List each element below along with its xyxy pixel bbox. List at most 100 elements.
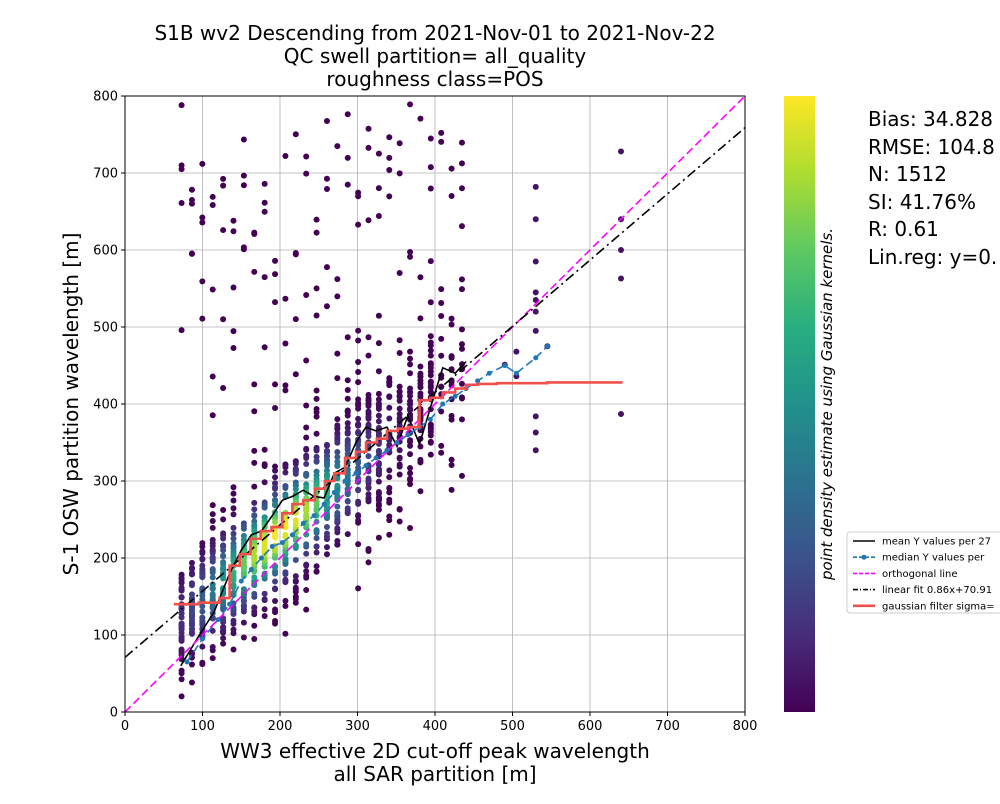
scatter-point [303,461,310,468]
scatter-point [396,269,403,276]
x-tick-label: 400 [423,719,448,734]
scatter-point [261,180,268,187]
scatter-point [272,502,279,509]
scatter-point [355,379,362,386]
series-line [180,361,467,667]
scatter-point [261,446,268,453]
scatter-point [220,547,227,554]
y-tick-label: 700 [93,167,118,182]
scatter-point [375,447,382,454]
x-tick-label: 300 [345,719,370,734]
scatter-point [261,479,268,486]
scatter-point [532,258,539,265]
scatter-point [178,676,185,683]
scatter-point [375,405,382,412]
scatter-point [292,542,299,549]
scatter-point [344,446,351,453]
scatter-point [375,390,382,397]
scatter-point [282,152,289,159]
series-marker [279,540,285,546]
series-marker [384,447,390,453]
scatter-point [209,644,216,651]
scatter-point [199,596,206,603]
scatter-point [220,635,227,642]
scatter-point [427,185,434,192]
scatter-point [303,550,310,557]
scatter-point [178,327,185,334]
scatter-point [396,461,403,468]
scatter-point [396,471,403,478]
scatter-point [427,352,434,359]
scatter-point [230,497,237,504]
series-marker [331,490,337,496]
scatter-point [199,278,206,285]
scatter-point [230,530,237,537]
scatter-point [303,291,310,298]
scatter-point [292,470,299,477]
scatter-point [427,384,434,391]
y-tick-label: 500 [93,321,118,336]
scatter-point [427,299,434,306]
scatter-point [334,493,341,500]
scatter-point [209,574,216,581]
scatter-point [251,512,258,519]
scatter-point [240,559,247,566]
scatter-point [230,505,237,512]
scatter-point [178,646,185,653]
scatter-point [292,486,299,493]
scatter-point [220,516,227,523]
scatter-point [313,563,320,570]
legend-label: median Y values per [882,553,985,564]
scatter-point [199,608,206,615]
scatter-point [334,503,341,510]
scatter-point [323,175,330,182]
series-marker [238,578,244,584]
scatter-point [344,505,351,512]
scatter-point [375,396,382,403]
scatter-point [272,618,279,625]
scatter-point [261,344,268,351]
scatter-point [303,507,310,514]
scatter-point [458,341,465,348]
scatter-point [355,358,362,365]
scatter-point [323,530,330,537]
scatter-point [355,442,362,449]
series-marker [269,543,275,549]
scatter-point [230,589,237,596]
scatter-point [407,355,414,362]
scatter-point [427,389,434,396]
scatter-point [188,571,195,578]
scatter-point [427,347,434,354]
scatter-point [532,308,539,315]
scatter-point [448,321,455,328]
scatter-point [396,383,403,390]
scatter-point [230,484,237,491]
scatter-point [417,274,424,281]
scatter-point [323,185,330,192]
scatter-point [240,619,247,626]
scatter-point [272,598,279,605]
scatter-point [282,597,289,604]
scatter-point [240,634,247,641]
scatter-point [448,456,455,463]
y-tick-label: 200 [93,552,118,567]
scatter-point [375,150,382,157]
scatter-point [334,525,341,532]
scatter-point [365,408,372,415]
scatter-point [292,460,299,467]
scatter-point [355,422,362,429]
scatter-point [178,620,185,627]
scatter-point [303,357,310,364]
x-tick-label: 700 [655,719,680,734]
scatter-point [458,223,465,230]
scatter-point [251,499,258,506]
scatter-point [458,361,465,368]
scatter-point [251,447,258,454]
scatter-point [230,626,237,633]
colorbar [784,96,815,712]
scatter-point [334,537,341,544]
scatter-point [209,373,216,380]
scatter-point [292,509,299,516]
scatter-point [303,170,310,177]
scatter-point [272,299,279,306]
